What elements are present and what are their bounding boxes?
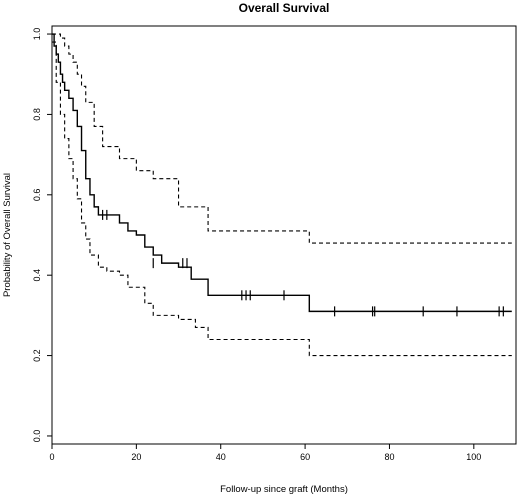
series-layer	[52, 33, 512, 357]
x-tick-label-3: 60	[300, 452, 310, 462]
x-axis-label: Follow-up since graft (Months)	[220, 484, 348, 495]
y-tick-label-3: 0.6	[32, 189, 42, 202]
y-tick-label-1: 0.2	[32, 349, 42, 362]
x-axis: 0 20 40 60 80 100	[49, 444, 481, 462]
y-axis-label: Probability of Overall Survival	[2, 173, 13, 297]
y-axis: 0.0 0.2 0.4 0.6 0.8 1.0	[32, 28, 52, 442]
y-tick-label-0: 0.0	[32, 430, 42, 443]
y-tick-label-2: 0.4	[32, 269, 42, 282]
chart-title: Overall Survival	[239, 1, 330, 15]
y-tick-label-4: 0.8	[32, 108, 42, 121]
series-estimate	[52, 33, 512, 313]
censor-marks	[102, 209, 504, 317]
y-tick-label-5: 1.0	[32, 28, 42, 41]
series-lower-ci	[52, 41, 512, 357]
x-tick-label-5: 100	[466, 452, 481, 462]
plot-frame	[51, 25, 517, 445]
series-upper-ci	[52, 33, 512, 244]
x-tick-label-1: 20	[131, 452, 141, 462]
x-tick-label-2: 40	[216, 452, 226, 462]
x-tick-label-0: 0	[49, 452, 54, 462]
x-tick-label-4: 80	[384, 452, 394, 462]
